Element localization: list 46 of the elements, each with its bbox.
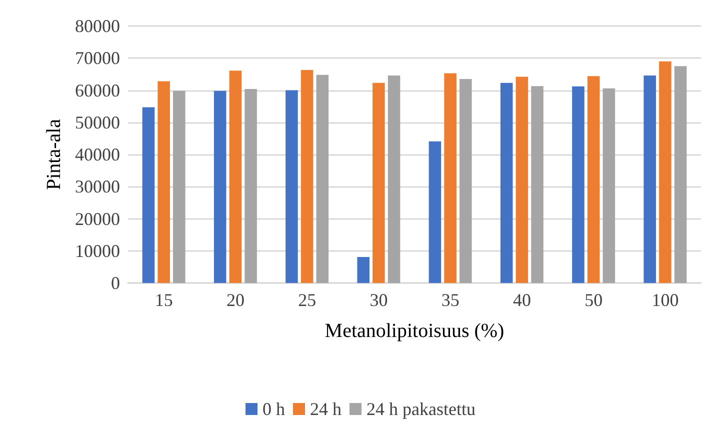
bar xyxy=(286,90,298,283)
y-axis-title: Pinta-ala xyxy=(43,118,66,190)
x-tick-label: 20 xyxy=(226,290,244,310)
bar xyxy=(214,90,226,283)
bar xyxy=(587,76,600,283)
x-tick-label: 35 xyxy=(441,290,460,310)
y-tick-label: 30000 xyxy=(75,176,120,197)
bar xyxy=(316,74,329,283)
x-axis-title: Metanolipitoisuus (%) xyxy=(324,320,504,342)
bar xyxy=(428,141,442,283)
x-tick-label: 25 xyxy=(298,290,316,310)
bar xyxy=(357,256,370,283)
bar xyxy=(674,66,687,283)
x-tick-label: 40 xyxy=(512,290,531,310)
bar xyxy=(500,82,513,283)
bar xyxy=(602,88,616,283)
y-tick-label: 80000 xyxy=(75,16,120,36)
x-tick-label: 100 xyxy=(652,290,679,310)
bar xyxy=(572,86,584,283)
bar xyxy=(229,70,242,283)
bar xyxy=(244,88,257,283)
bar xyxy=(300,70,314,283)
y-tick-label: 40000 xyxy=(75,144,120,164)
y-tick-label: 70000 xyxy=(75,48,120,68)
legend-label: 0 h xyxy=(262,399,286,419)
y-tick-label: 50000 xyxy=(75,112,120,132)
y-tick-label: 0 xyxy=(111,273,120,293)
bar xyxy=(388,75,400,283)
y-tick-label: 10000 xyxy=(75,240,120,261)
bar xyxy=(173,90,186,283)
legend-label: 24 h xyxy=(310,399,342,419)
bar xyxy=(444,73,456,283)
x-tick-label: 50 xyxy=(584,290,603,310)
bar xyxy=(142,107,155,283)
bar xyxy=(644,75,656,283)
bar xyxy=(659,61,672,283)
bar xyxy=(531,86,544,283)
x-tick-label: 30 xyxy=(370,290,388,310)
bar xyxy=(516,76,528,283)
x-tick-label: 15 xyxy=(154,290,173,310)
bar xyxy=(460,79,472,283)
y-tick-label: 20000 xyxy=(75,208,120,229)
y-tick-label: 60000 xyxy=(75,80,120,100)
bar xyxy=(158,81,170,283)
legend-label: 24 h pakastettu xyxy=(366,399,476,419)
bar xyxy=(372,82,385,283)
